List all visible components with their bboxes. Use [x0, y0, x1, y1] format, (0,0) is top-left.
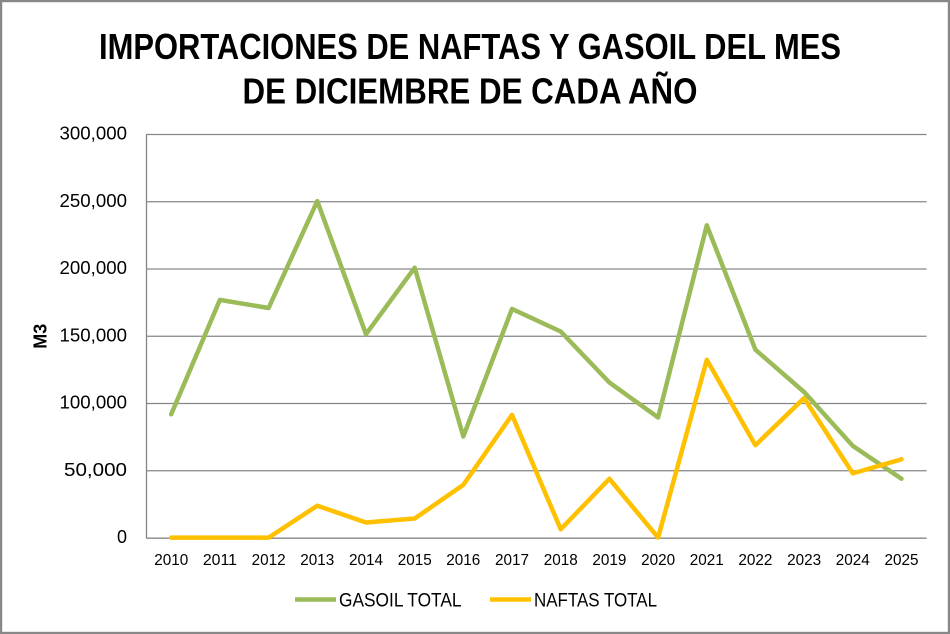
svg-text:2021: 2021 — [690, 552, 724, 569]
svg-text:200,000: 200,000 — [60, 258, 128, 278]
svg-text:0: 0 — [117, 527, 127, 547]
svg-text:GASOIL TOTAL: GASOIL TOTAL — [339, 591, 462, 612]
svg-text:IMPORTACIONES DE NAFTAS Y GASO: IMPORTACIONES DE NAFTAS Y GASOIL DEL MES — [99, 26, 841, 67]
svg-text:50,000: 50,000 — [64, 460, 127, 480]
svg-text:2015: 2015 — [398, 552, 432, 569]
svg-text:2010: 2010 — [154, 552, 188, 569]
svg-text:2017: 2017 — [495, 552, 529, 569]
svg-text:DE DICIEMBRE DE CADA AÑO: DE DICIEMBRE DE CADA AÑO — [243, 70, 698, 112]
svg-text:NAFTAS TOTAL: NAFTAS TOTAL — [534, 591, 657, 612]
svg-text:300,000: 300,000 — [60, 124, 128, 144]
svg-text:2013: 2013 — [300, 552, 334, 569]
svg-text:2011: 2011 — [203, 552, 237, 569]
svg-text:2023: 2023 — [787, 552, 821, 569]
svg-text:2025: 2025 — [885, 552, 919, 569]
svg-text:2016: 2016 — [446, 552, 480, 569]
svg-text:2012: 2012 — [252, 552, 286, 569]
svg-text:250,000: 250,000 — [60, 191, 128, 211]
svg-text:2020: 2020 — [641, 552, 675, 569]
svg-text:2022: 2022 — [738, 552, 772, 569]
svg-text:2014: 2014 — [349, 552, 383, 569]
svg-text:100,000: 100,000 — [60, 393, 128, 413]
svg-text:2019: 2019 — [592, 552, 626, 569]
svg-text:2018: 2018 — [544, 552, 578, 569]
svg-text:M3: M3 — [31, 324, 51, 349]
svg-text:2024: 2024 — [836, 552, 870, 569]
svg-text:150,000: 150,000 — [60, 325, 128, 345]
